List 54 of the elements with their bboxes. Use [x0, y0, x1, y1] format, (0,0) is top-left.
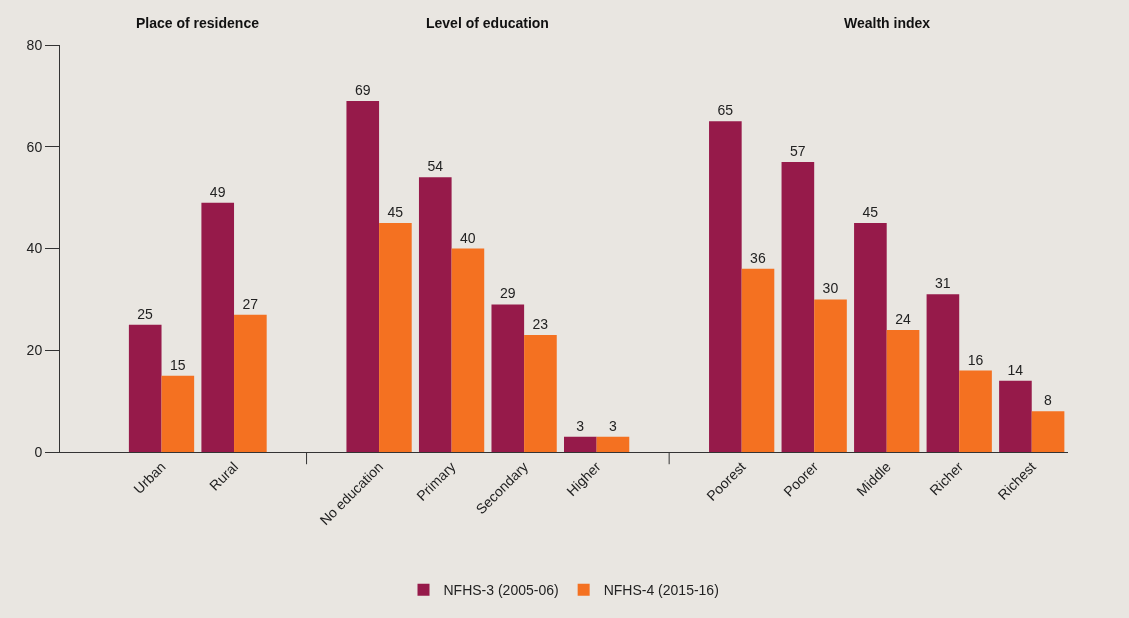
bar [781, 162, 815, 452]
y-tick-label: 0 [34, 443, 43, 460]
bar [814, 299, 847, 452]
data-label: 65 [717, 102, 734, 119]
data-label: 31 [935, 275, 951, 292]
bar [741, 268, 775, 452]
bar [926, 294, 960, 452]
data-label: 27 [242, 295, 259, 312]
data-label: 23 [532, 315, 549, 332]
bar [451, 248, 485, 452]
data-label: 16 [967, 351, 984, 368]
data-label: 57 [789, 143, 806, 160]
data-label: 24 [895, 310, 911, 327]
bar [128, 324, 162, 452]
data-label: 54 [427, 158, 444, 175]
data-label: 3 [608, 417, 617, 434]
legend-label: NFHS-4 (2015-16) [603, 582, 719, 599]
y-tick-label: 60 [26, 138, 43, 155]
data-label: 36 [750, 249, 766, 266]
bar [379, 223, 412, 452]
data-label: 29 [499, 285, 516, 302]
data-label: 3 [576, 417, 585, 434]
y-tick-label: 40 [26, 240, 43, 257]
bar [1031, 411, 1065, 452]
bar [491, 304, 525, 452]
text: Level of education [426, 15, 549, 31]
data-label: 14 [1007, 361, 1024, 378]
bar [564, 436, 597, 452]
bar [346, 100, 380, 452]
bar [999, 380, 1032, 452]
bar [161, 375, 195, 452]
bar [234, 314, 267, 452]
y-tick-label: 20 [26, 342, 43, 359]
bar [524, 334, 557, 452]
text: Place of residence [136, 15, 260, 31]
data-label: 45 [387, 204, 404, 221]
bar [596, 436, 630, 452]
y-tick-label: 80 [26, 36, 43, 53]
bar [886, 329, 920, 452]
text: Wealth index [844, 15, 931, 31]
bar [959, 370, 992, 452]
bar [709, 121, 742, 452]
data-label: 25 [137, 305, 154, 322]
legend-label: NFHS-3 (2005-06) [443, 582, 559, 599]
data-label: 40 [460, 229, 476, 246]
bar [201, 202, 235, 452]
data-label: 30 [822, 280, 839, 297]
data-label: 15 [169, 356, 186, 373]
data-label: 69 [354, 81, 371, 98]
bar [418, 177, 452, 452]
data-label: 8 [1044, 392, 1053, 409]
data-label: 49 [209, 183, 226, 200]
data-label: 45 [862, 204, 879, 221]
bar [854, 223, 887, 452]
